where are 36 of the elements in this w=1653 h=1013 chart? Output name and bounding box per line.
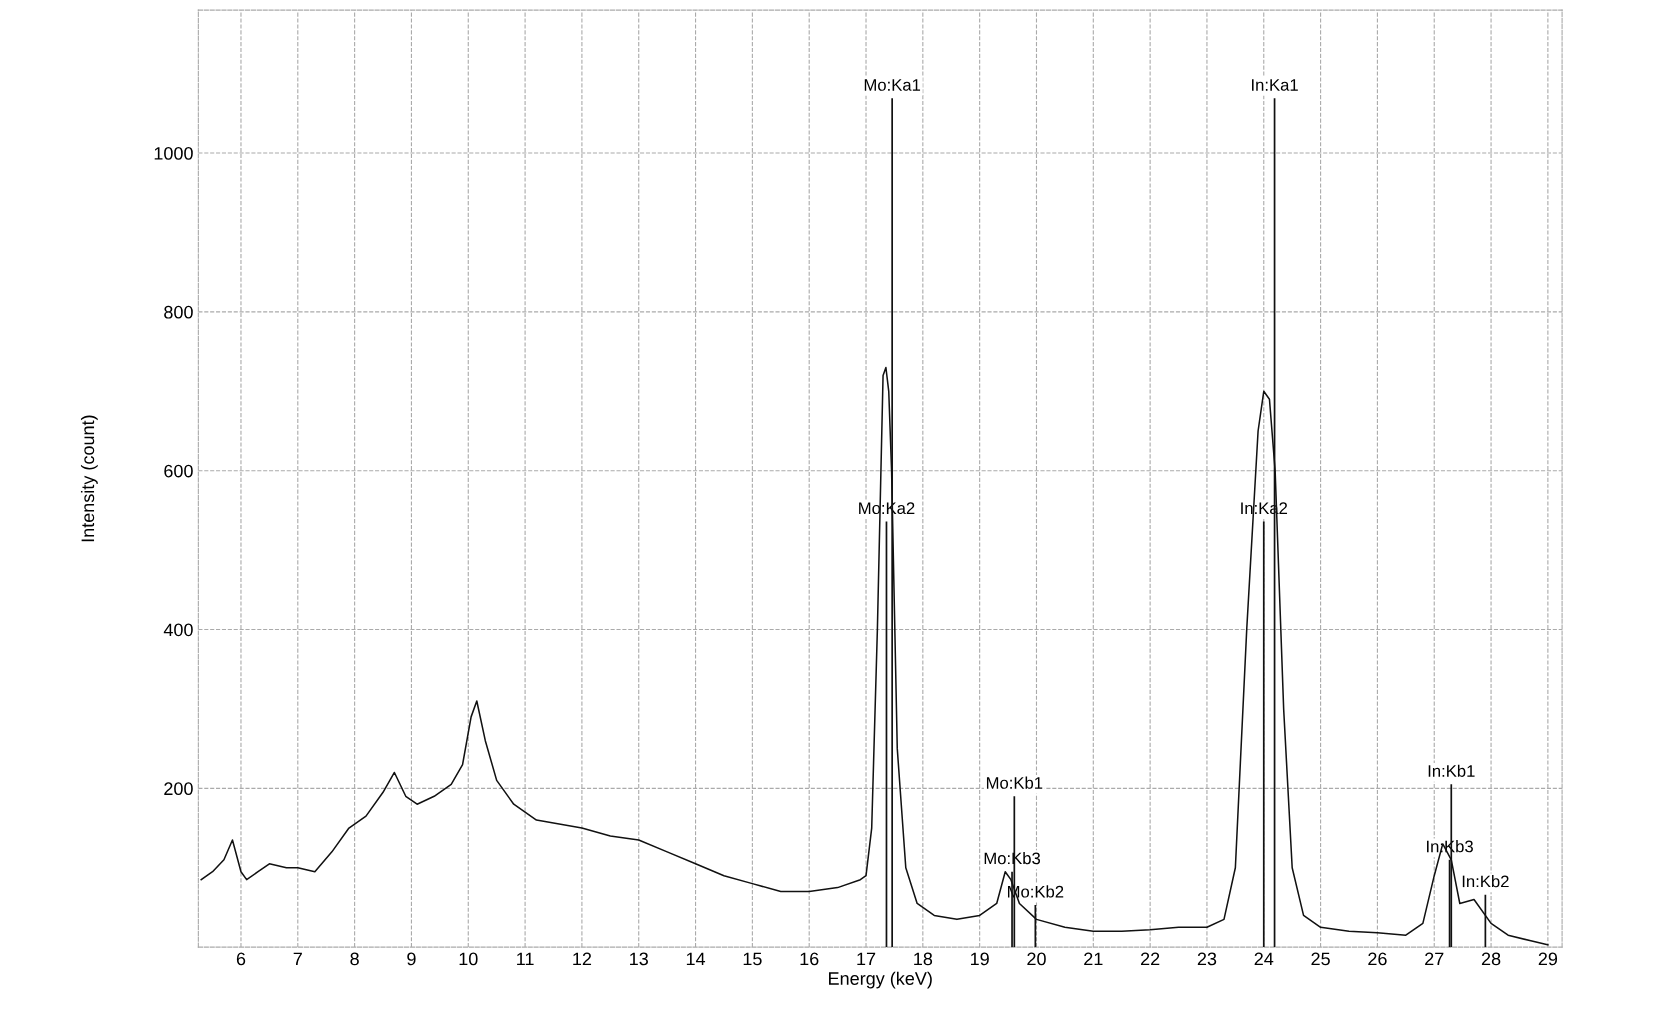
annotation: In:Ka1 [1252, 79, 1298, 91]
x-tick-label: 23 [1197, 952, 1217, 966]
x-tick-label: 17 [857, 952, 876, 966]
x-tick-label: 11 [517, 952, 534, 966]
y-tick-label: 400 [163, 623, 193, 637]
x-tick-label: 6 [236, 952, 246, 966]
x-tick-label: 27 [1425, 952, 1444, 966]
x-tick-label: 15 [743, 952, 762, 966]
x-tick-label: 26 [1368, 952, 1387, 966]
x-tick-label: 18 [914, 952, 933, 966]
y-tick-label: 1000 [154, 147, 193, 160]
y-tick-label: 600 [164, 464, 193, 478]
x-tick-label: 9 [407, 952, 416, 966]
x-tick-label: 7 [293, 952, 302, 966]
x-tick-label: 24 [1254, 952, 1274, 966]
x-tick-label: 25 [1311, 952, 1330, 966]
x-tick-label: 16 [800, 952, 819, 966]
x-tick-label: 14 [686, 952, 706, 966]
annotation: In:Kb2 [1462, 875, 1509, 888]
x-tick-label: 8 [350, 952, 359, 966]
annotation: Mo:Ka1 [864, 79, 921, 91]
x-tick-label: 13 [630, 952, 648, 966]
x-tick-label: 28 [1481, 952, 1501, 966]
y-tick-label: 200 [164, 782, 193, 796]
x-axis-title: Energy (keV) [829, 971, 932, 989]
annotation: Mo:Kb1 [986, 776, 1043, 789]
annotation: In:Kb1 [1428, 764, 1475, 777]
x-tick-label: 29 [1538, 952, 1558, 966]
x-tick-label: 22 [1140, 952, 1160, 966]
x-tick-label: 19 [971, 952, 989, 966]
x-tick-label: 21 [1084, 952, 1103, 966]
x-tick-label: 10 [459, 952, 478, 966]
y-tick-label: 800 [164, 305, 193, 319]
y-axis-title: Intensity (count) [80, 415, 98, 542]
x-tick-label: 20 [1027, 952, 1046, 966]
x-tick-label: 12 [573, 952, 592, 966]
